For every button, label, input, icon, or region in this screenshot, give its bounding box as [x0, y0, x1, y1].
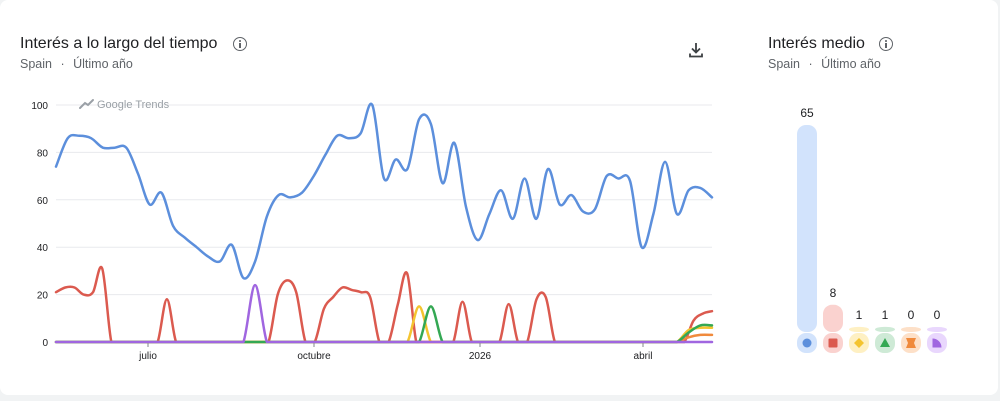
interest-over-time-title: Interés a lo largo del tiempo	[20, 35, 218, 52]
average-interest-title: Interés medio	[768, 35, 865, 52]
region-label[interactable]: Spain	[768, 57, 800, 71]
y-tick-label: 100	[31, 101, 48, 112]
series-line	[54, 283, 714, 344]
bar-value-label: 65	[800, 106, 814, 120]
bar-value-label: 0	[908, 308, 915, 322]
info-icon[interactable]	[233, 37, 247, 51]
average-bar	[927, 327, 947, 332]
bar-value-label: 8	[830, 286, 837, 300]
google-trends-watermark: Google Trends	[97, 99, 170, 111]
average-bar	[797, 125, 817, 332]
circle-icon	[802, 338, 812, 348]
average-bar	[875, 326, 895, 332]
y-tick-label: 60	[37, 196, 49, 207]
cross-icon	[906, 338, 916, 348]
period-label[interactable]: Último año	[73, 57, 133, 71]
y-tick-label: 0	[42, 338, 48, 349]
separator-dot: ·	[60, 57, 65, 71]
separator-dot: ·	[808, 57, 813, 71]
info-icon[interactable]	[879, 37, 893, 51]
bar-value-label: 0	[934, 308, 941, 322]
download-icon[interactable]	[686, 40, 706, 60]
triangle-icon	[880, 338, 890, 347]
bar-value-label: 1	[882, 308, 889, 322]
average-interest-subtitle: Spain · Último año	[768, 57, 881, 71]
x-tick-label: abril	[634, 351, 653, 362]
y-tick-label: 80	[37, 148, 49, 159]
interest-over-time-subtitle: Spain · Último año	[20, 57, 133, 71]
series-line	[54, 102, 714, 280]
y-tick-label: 40	[37, 243, 49, 254]
trend-logo-icon	[79, 99, 94, 109]
line-chart: 100 80 60 40 20 0 julio octubre 2026 abril Google …	[31, 99, 714, 362]
diamond-icon	[854, 338, 864, 348]
region-label[interactable]: Spain	[20, 57, 52, 71]
average-bar	[849, 326, 869, 332]
x-tick-label: julio	[138, 351, 157, 362]
x-tick-label: 2026	[469, 351, 492, 362]
y-tick-label: 20	[37, 291, 49, 302]
period-label[interactable]: Último año	[821, 57, 881, 71]
bar-value-label: 1	[856, 308, 863, 322]
square-icon	[828, 338, 838, 348]
average-bar	[901, 327, 921, 332]
average-bar	[823, 304, 843, 332]
x-tick-label: octubre	[297, 351, 331, 362]
quarter-circle-icon	[932, 338, 942, 348]
